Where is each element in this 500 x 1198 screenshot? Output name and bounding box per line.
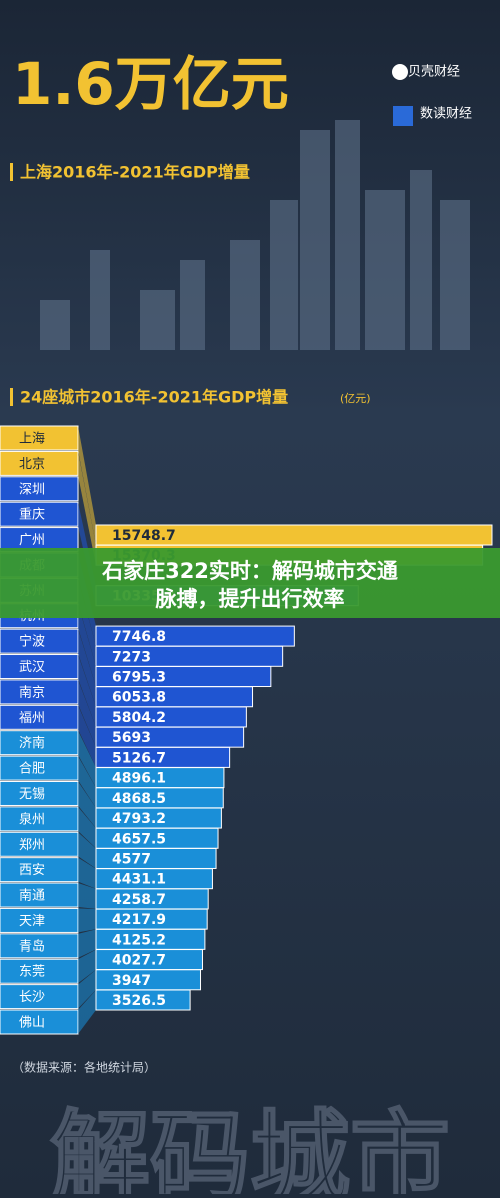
bar-connector bbox=[78, 929, 96, 958]
accent bbox=[10, 388, 13, 406]
value-label: 5804.2 bbox=[112, 710, 166, 726]
category-box bbox=[0, 806, 79, 832]
brand-icon bbox=[392, 64, 408, 80]
skyline bbox=[40, 120, 470, 350]
bar-connector bbox=[78, 806, 96, 849]
category-box bbox=[0, 984, 79, 1010]
value-label: 4258.7 bbox=[112, 892, 166, 908]
category-label: 深圳 bbox=[19, 482, 45, 497]
category-label: 广州 bbox=[19, 533, 45, 548]
overlay-text: 脉搏，提升出行效率 bbox=[155, 587, 345, 611]
bar-connector bbox=[78, 908, 96, 933]
category-label: 泉州 bbox=[19, 811, 45, 827]
category-box bbox=[0, 628, 79, 654]
bar bbox=[95, 989, 191, 1011]
category-box bbox=[0, 476, 79, 502]
category-box bbox=[0, 831, 79, 857]
bar-connector bbox=[78, 629, 96, 707]
category-box bbox=[0, 679, 79, 705]
value-label: 6795.3 bbox=[112, 670, 166, 686]
unit: (亿元) bbox=[340, 392, 371, 405]
category-label: 西安 bbox=[19, 863, 45, 878]
chart-title: 24座城市2016年-2021年GDP增量 bbox=[20, 388, 288, 407]
brand-icon bbox=[393, 106, 413, 126]
bar-connector bbox=[78, 781, 96, 829]
value-label: 4577 bbox=[112, 851, 151, 867]
category-box bbox=[0, 704, 79, 730]
bar-connector bbox=[78, 654, 96, 727]
value-label: 5693 bbox=[112, 730, 151, 746]
bar-connector bbox=[78, 705, 96, 768]
bar-connector bbox=[78, 451, 96, 566]
subtitle: 上海2016年-2021年GDP增量 bbox=[20, 163, 250, 182]
value-label: 3947 bbox=[112, 973, 151, 989]
value-label: 7746.8 bbox=[112, 629, 166, 645]
overlay-text: 石家庄322实时：解码城市交通 bbox=[101, 559, 398, 583]
bar-connector bbox=[78, 679, 96, 748]
category-label: 武汉 bbox=[19, 660, 45, 675]
value-label: 4431.1 bbox=[112, 872, 166, 888]
value-label: 4896.1 bbox=[112, 771, 166, 787]
category-label: 东莞 bbox=[19, 965, 45, 980]
category-label: 青岛 bbox=[19, 938, 45, 954]
value-label: 4793.2 bbox=[112, 811, 166, 827]
category-label: 福州 bbox=[19, 711, 45, 726]
value-label: 4868.5 bbox=[112, 791, 166, 807]
category-label: 天津 bbox=[19, 914, 45, 929]
bar-connector bbox=[78, 969, 96, 1009]
value-label: 3526.5 bbox=[112, 993, 166, 1009]
value-label: 4027.7 bbox=[112, 953, 166, 969]
overlay-banner bbox=[0, 548, 500, 618]
value-label: 6053.8 bbox=[112, 690, 166, 706]
category-box bbox=[0, 755, 79, 781]
category-label: 济南 bbox=[19, 735, 45, 751]
category-label: 无锡 bbox=[19, 787, 45, 802]
accent bbox=[10, 163, 13, 181]
bar-connector bbox=[78, 883, 96, 909]
bar-connector bbox=[78, 857, 96, 889]
category-box bbox=[0, 907, 79, 933]
bar-connector bbox=[78, 603, 96, 687]
bar-connector bbox=[78, 756, 96, 808]
category-label: 郑州 bbox=[19, 838, 45, 853]
category-label: 北京 bbox=[19, 457, 45, 472]
brand: 数读财经 bbox=[420, 107, 472, 122]
bar-connector bbox=[78, 730, 96, 788]
headline: 1.6万亿元 bbox=[12, 50, 289, 118]
category-label: 长沙 bbox=[19, 990, 45, 1005]
category-label: 南京 bbox=[19, 684, 45, 700]
category-label: 重庆 bbox=[19, 507, 45, 523]
bar-connector bbox=[78, 949, 96, 984]
category-box bbox=[0, 933, 79, 959]
category-label: 合肥 bbox=[19, 762, 45, 777]
bar-connector bbox=[78, 426, 96, 545]
value-label: 4217.9 bbox=[112, 912, 166, 928]
source: （数据来源：各地统计局） bbox=[12, 1060, 156, 1075]
watermark: 解码城市 bbox=[50, 1099, 450, 1194]
bar-connector bbox=[78, 990, 96, 1034]
value-label: 15748.7 bbox=[112, 528, 176, 544]
brand: 贝壳财经 bbox=[408, 65, 460, 80]
category-label: 上海 bbox=[19, 432, 45, 447]
bar-connector bbox=[78, 832, 96, 869]
category-label: 南通 bbox=[19, 888, 45, 904]
category-label: 宁波 bbox=[19, 634, 45, 650]
category-label: 佛山 bbox=[19, 1016, 45, 1031]
value-label: 7273 bbox=[112, 649, 151, 665]
category-box bbox=[0, 958, 79, 984]
value-label: 5126.7 bbox=[112, 750, 166, 766]
value-label: 4657.5 bbox=[112, 831, 166, 847]
value-label: 4125.2 bbox=[112, 932, 166, 948]
